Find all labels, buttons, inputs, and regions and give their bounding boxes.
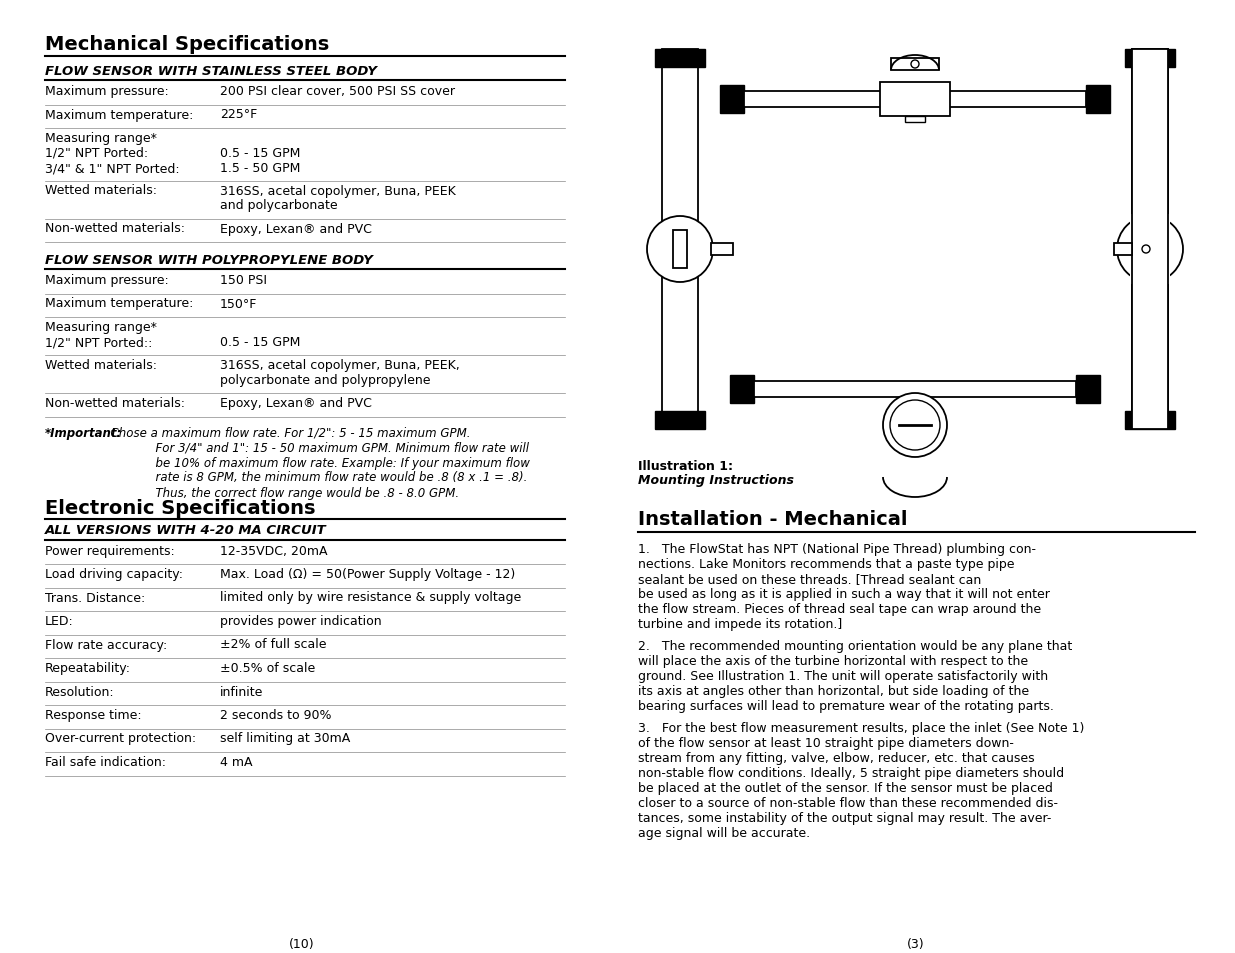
Text: Non-wetted materials:: Non-wetted materials: — [44, 396, 185, 410]
Text: 225°F: 225°F — [220, 109, 257, 121]
Text: Measuring range*
1/2" NPT Ported::: Measuring range* 1/2" NPT Ported:: — [44, 320, 157, 349]
Text: 1.   The FlowStat has NPT (National Pipe Thread) plumbing con-
nections. Lake Mo: 1. The FlowStat has NPT (National Pipe T… — [638, 542, 1050, 630]
Text: Resolution:: Resolution: — [44, 685, 115, 698]
Text: 316SS, acetal copolymer, Buna, PEEK,
polycarbonate and polypropylene: 316SS, acetal copolymer, Buna, PEEK, pol… — [220, 358, 459, 387]
Circle shape — [911, 61, 919, 69]
Text: Max. Load (Ω) = 50(Power Supply Voltage - 12): Max. Load (Ω) = 50(Power Supply Voltage … — [220, 567, 515, 580]
Text: Measuring range*
1/2" NPT Ported:
3/4" & 1" NPT Ported:: Measuring range* 1/2" NPT Ported: 3/4" &… — [44, 132, 179, 174]
Text: Installation - Mechanical: Installation - Mechanical — [638, 510, 908, 529]
Text: 0.5 - 15 GPM
1.5 - 50 GPM: 0.5 - 15 GPM 1.5 - 50 GPM — [220, 132, 300, 174]
Text: Mechanical Specifications: Mechanical Specifications — [44, 35, 330, 54]
Bar — [743, 91, 1086, 108]
Bar — [1125, 412, 1174, 430]
Text: 150°F: 150°F — [220, 297, 257, 310]
Text: ALL VERSIONS WITH 4-20 MA CIRCUIT: ALL VERSIONS WITH 4-20 MA CIRCUIT — [44, 524, 326, 537]
Bar — [673, 231, 687, 269]
Bar — [655, 412, 705, 430]
Bar — [1086, 86, 1110, 113]
Bar — [905, 117, 925, 123]
Circle shape — [1116, 216, 1183, 283]
Text: FLOW SENSOR WITH POLYPROPYLENE BODY: FLOW SENSOR WITH POLYPROPYLENE BODY — [44, 253, 373, 267]
Text: Power requirements:: Power requirements: — [44, 544, 174, 557]
Text: 150 PSI: 150 PSI — [220, 274, 267, 287]
Bar — [662, 50, 698, 430]
Text: Mounting Instructions: Mounting Instructions — [638, 474, 794, 486]
Text: Wetted materials:: Wetted materials: — [44, 184, 157, 197]
Text: (10): (10) — [289, 937, 315, 950]
Text: limited only by wire resistance & supply voltage: limited only by wire resistance & supply… — [220, 591, 521, 604]
Text: Chose a maximum flow rate. For 1/2": 5 - 15 maximum GPM.
              For 3/4" : Chose a maximum flow rate. For 1/2": 5 -… — [103, 426, 530, 499]
Text: Maximum temperature:: Maximum temperature: — [44, 109, 194, 121]
Bar — [711, 244, 734, 255]
Bar — [881, 83, 950, 117]
Bar — [890, 59, 939, 71]
Text: Epoxy, Lexan® and PVC: Epoxy, Lexan® and PVC — [220, 396, 372, 410]
Text: Non-wetted materials:: Non-wetted materials: — [44, 222, 185, 235]
Text: *Important:: *Important: — [44, 426, 122, 439]
Bar — [1130, 214, 1170, 285]
Ellipse shape — [647, 216, 713, 283]
Text: Fail safe indication:: Fail safe indication: — [44, 755, 165, 768]
Text: Repeatability:: Repeatability: — [44, 661, 131, 675]
Bar — [730, 375, 755, 403]
Text: Maximum pressure:: Maximum pressure: — [44, 274, 169, 287]
Bar — [720, 86, 743, 113]
Text: 2.   The recommended mounting orientation would be any plane that
will place the: 2. The recommended mounting orientation … — [638, 639, 1072, 712]
Text: (3): (3) — [908, 937, 925, 950]
Text: Flow rate accuracy:: Flow rate accuracy: — [44, 638, 167, 651]
Text: Load driving capacity:: Load driving capacity: — [44, 567, 183, 580]
Bar — [1125, 50, 1174, 68]
Bar — [655, 50, 705, 68]
Text: Response time:: Response time: — [44, 708, 142, 721]
Text: Maximum pressure:: Maximum pressure: — [44, 85, 169, 98]
Text: 3.   For the best flow measurement results, place the inlet (See Note 1)
of the : 3. For the best flow measurement results… — [638, 721, 1084, 840]
Text: provides power indication: provides power indication — [220, 615, 382, 627]
Text: 2 seconds to 90%: 2 seconds to 90% — [220, 708, 331, 721]
Text: Wetted materials:: Wetted materials: — [44, 358, 157, 372]
Text: ±0.5% of scale: ±0.5% of scale — [220, 661, 315, 675]
Text: Electronic Specifications: Electronic Specifications — [44, 498, 315, 517]
Bar — [1132, 50, 1168, 430]
Text: ±2% of full scale: ±2% of full scale — [220, 638, 326, 651]
Text: Over-current protection:: Over-current protection: — [44, 732, 196, 744]
Text: Maximum temperature:: Maximum temperature: — [44, 297, 194, 310]
Text: 0.5 - 15 GPM: 0.5 - 15 GPM — [220, 320, 300, 349]
Text: 12-35VDC, 20mA: 12-35VDC, 20mA — [220, 544, 327, 557]
Text: Trans. Distance:: Trans. Distance: — [44, 591, 146, 604]
Text: LED:: LED: — [44, 615, 74, 627]
Text: self limiting at 30mA: self limiting at 30mA — [220, 732, 351, 744]
Text: FLOW SENSOR WITH STAINLESS STEEL BODY: FLOW SENSOR WITH STAINLESS STEEL BODY — [44, 65, 377, 78]
Circle shape — [1142, 246, 1150, 253]
Bar — [1114, 244, 1132, 255]
Text: 4 mA: 4 mA — [220, 755, 252, 768]
Text: Epoxy, Lexan® and PVC: Epoxy, Lexan® and PVC — [220, 222, 372, 235]
Text: 316SS, acetal copolymer, Buna, PEEK
and polycarbonate: 316SS, acetal copolymer, Buna, PEEK and … — [220, 184, 456, 213]
Text: Illustration 1:: Illustration 1: — [638, 459, 734, 473]
Ellipse shape — [890, 400, 940, 451]
Bar — [1132, 50, 1168, 430]
Ellipse shape — [883, 394, 947, 457]
Text: infinite: infinite — [220, 685, 263, 698]
Bar — [755, 381, 1076, 397]
Bar — [1076, 375, 1100, 403]
Text: 200 PSI clear cover, 500 PSI SS cover: 200 PSI clear cover, 500 PSI SS cover — [220, 85, 454, 98]
